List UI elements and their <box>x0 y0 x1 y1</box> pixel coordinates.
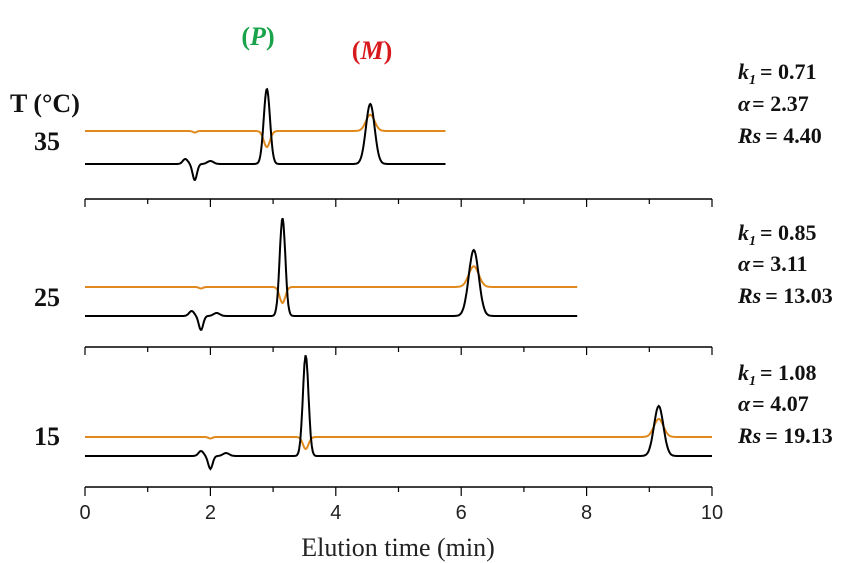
stat-k1-35: k1 = 0.71 <box>738 59 817 88</box>
trace-black-25 <box>85 217 578 331</box>
x-tick-label: 0 <box>79 502 90 524</box>
stat-rs-35: Rs = 4.40 <box>737 123 822 148</box>
x-tick-label: 2 <box>205 502 216 524</box>
x-tick-label: 4 <box>330 502 341 524</box>
stat-k1-15: k1 = 1.08 <box>738 360 817 389</box>
stat-rs-15: Rs = 19.13 <box>737 423 833 448</box>
stat-alpha-25: α= 3.11 <box>738 251 808 276</box>
stat-alpha-35: α= 2.37 <box>738 91 809 116</box>
peak-label-p: (P) <box>241 22 274 51</box>
plot-layer: 0 2 4 6 8 10 <box>79 87 723 524</box>
x-axis-title: Elution time (min) <box>301 533 495 562</box>
peak-label-m: (M) <box>352 36 392 65</box>
temperature-label-35: 35 <box>34 127 60 156</box>
x-tick-label: 10 <box>701 502 723 524</box>
x-tick-label: 8 <box>581 502 592 524</box>
temperature-header: T (°C) <box>10 89 80 118</box>
trace-black-35 <box>85 87 446 181</box>
trace-orange-15 <box>85 417 712 451</box>
x-tick-label: 6 <box>456 502 467 524</box>
trace-black-15 <box>85 355 712 471</box>
stat-rs-25: Rs = 13.03 <box>737 283 833 308</box>
trace-orange-35 <box>85 113 446 149</box>
temperature-label-15: 15 <box>34 422 60 451</box>
temperature-label-25: 25 <box>34 283 60 312</box>
stat-alpha-15: α= 4.07 <box>738 391 809 416</box>
stat-k1-25: k1 = 0.85 <box>738 220 817 249</box>
trace-orange-25 <box>85 265 578 305</box>
